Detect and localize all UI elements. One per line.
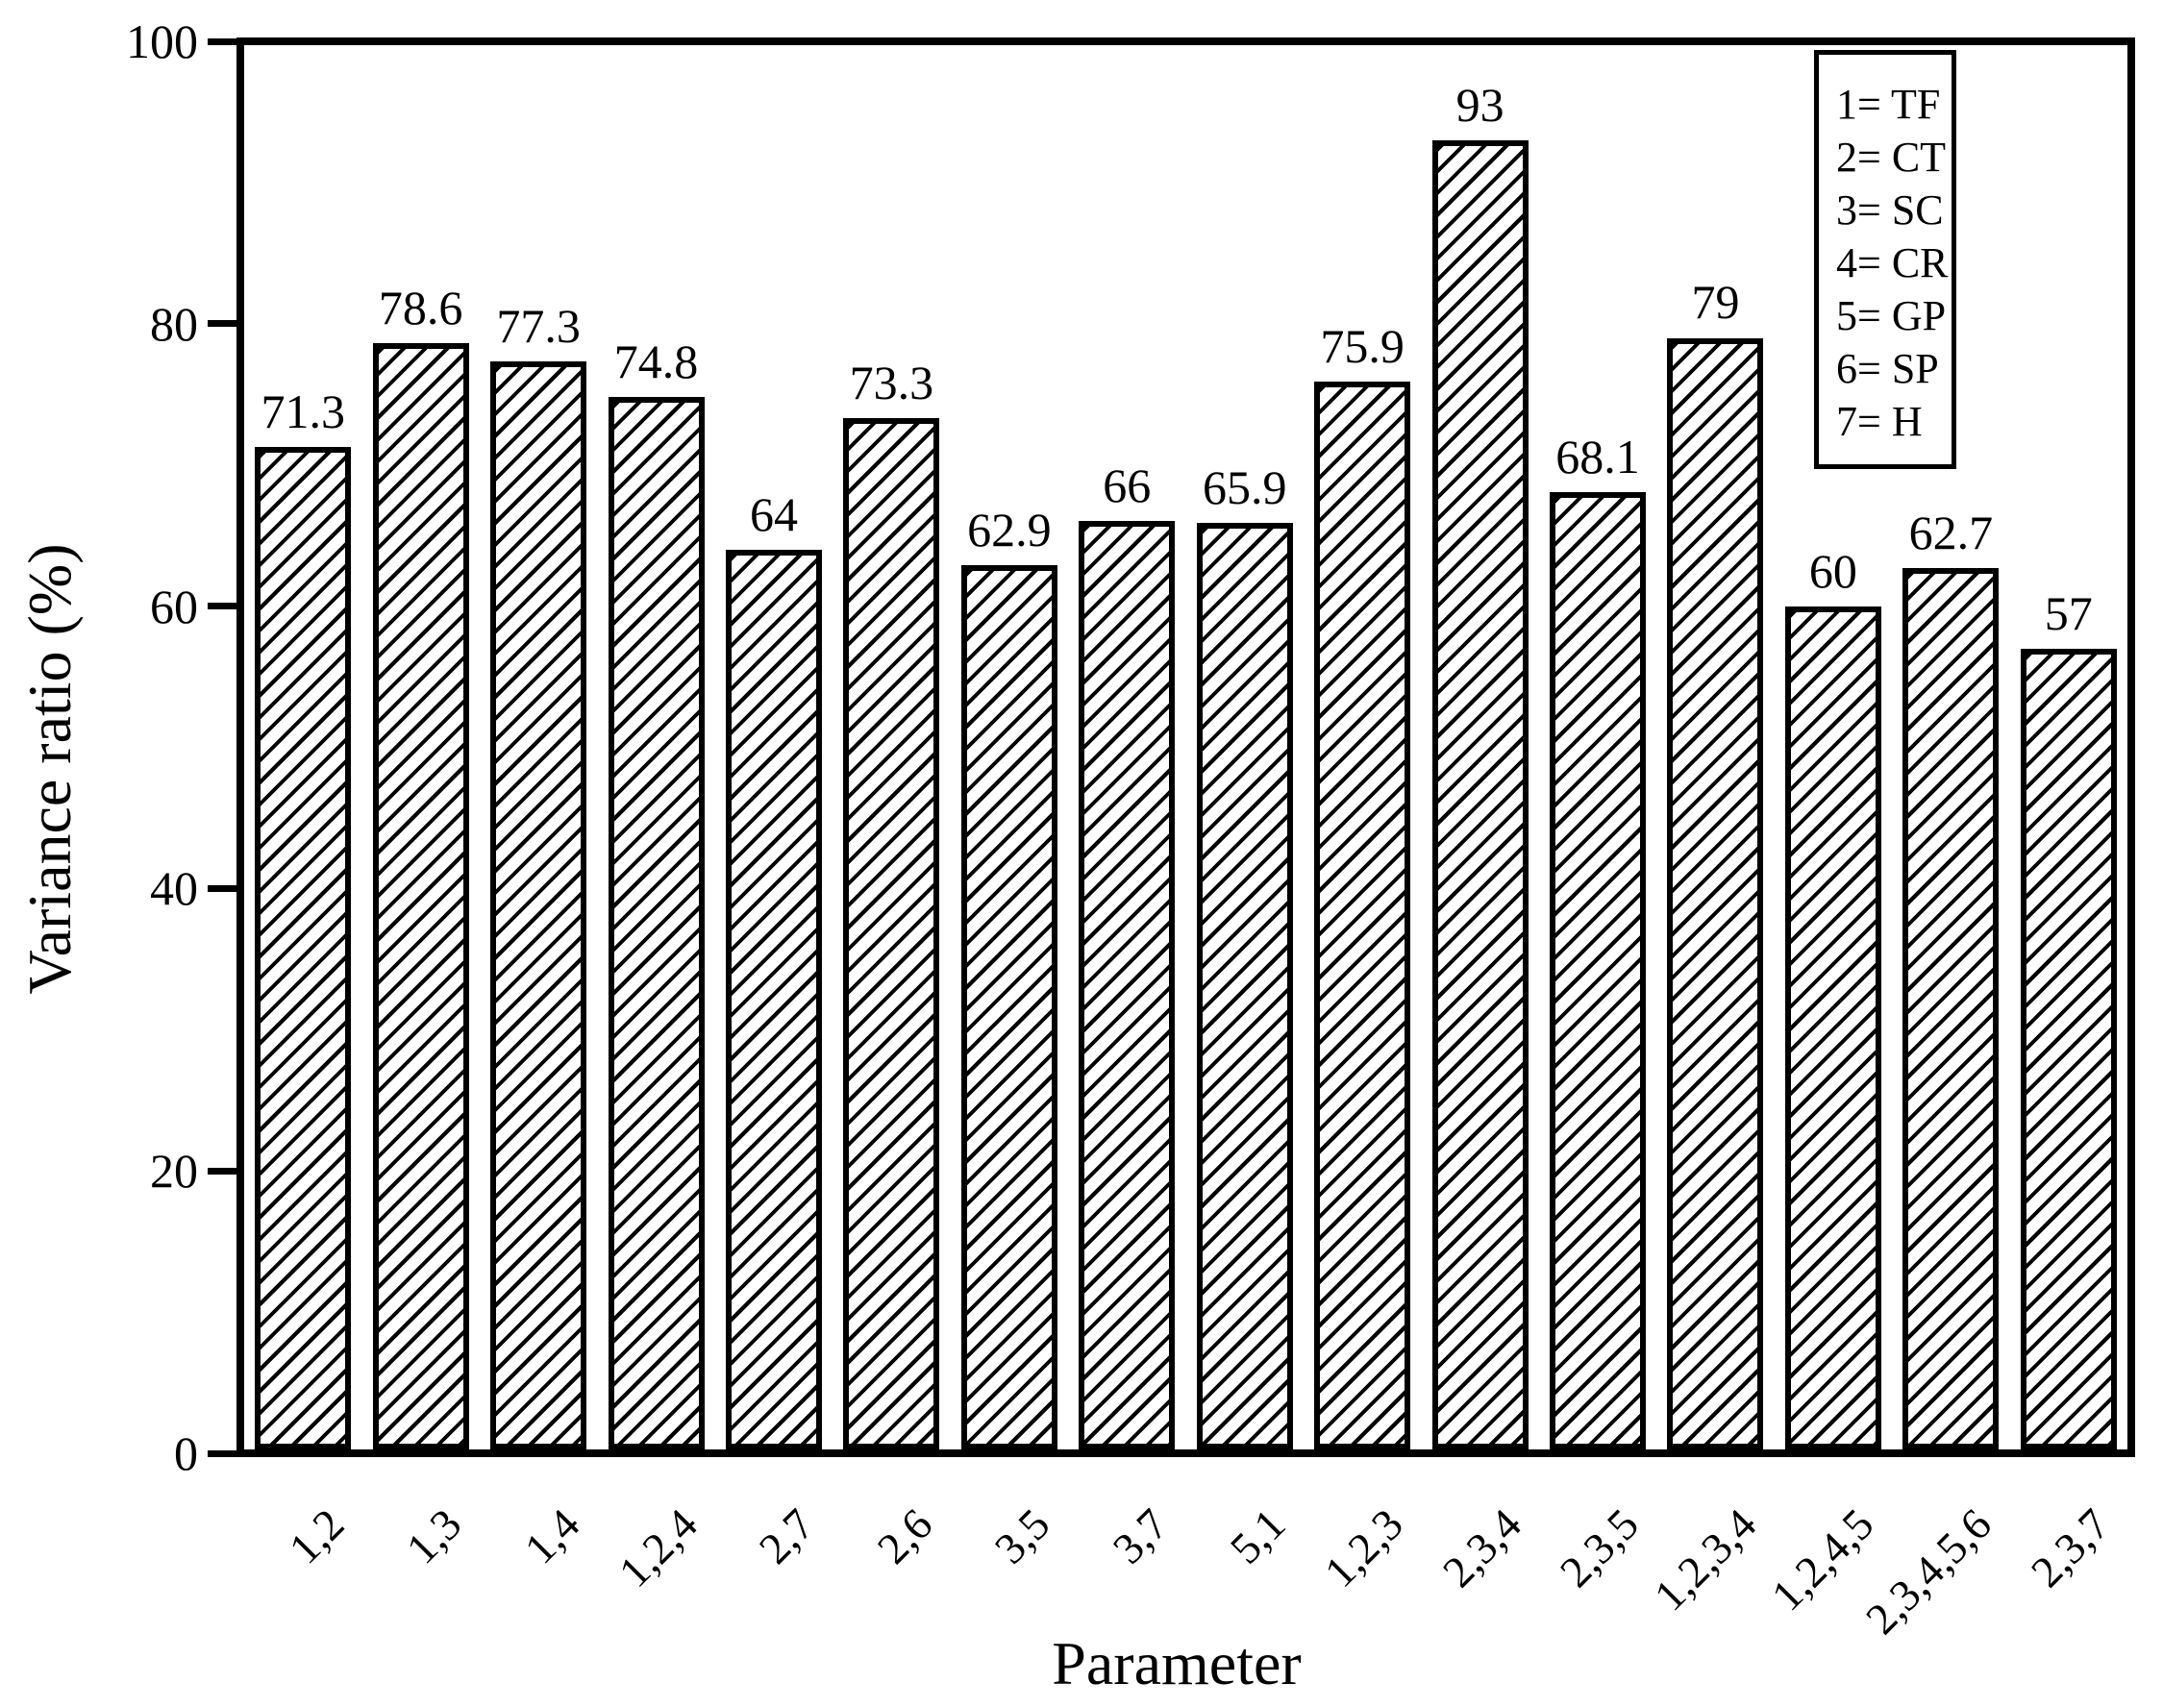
bar — [725, 549, 822, 1449]
legend-item: 5= GP — [1836, 292, 1947, 339]
bar — [1667, 337, 1764, 1449]
bar — [1431, 139, 1529, 1449]
bar-value-label: 60 — [1808, 543, 1857, 598]
x-tick-label: 1,2,3 — [1314, 1498, 1413, 1597]
bar — [843, 418, 940, 1449]
bar-value-label: 65.9 — [1202, 459, 1287, 514]
bar-value-label: 93 — [1455, 77, 1504, 132]
bar-value-label: 75.9 — [1320, 319, 1405, 374]
bar-value-label: 77.3 — [496, 299, 581, 354]
bar — [1784, 606, 1881, 1449]
y-tick — [208, 320, 244, 328]
x-tick-label: 1,2 — [279, 1498, 354, 1573]
x-tick-label: 2,3,4 — [1432, 1498, 1530, 1597]
bar — [255, 446, 352, 1449]
bar-value-label: 78.6 — [378, 281, 463, 335]
y-tick-label: 40 — [150, 861, 198, 916]
x-tick-label: 2,6 — [867, 1498, 942, 1573]
x-axis-title: Parameter — [1052, 1629, 1302, 1697]
bar-value-label: 62.7 — [1908, 505, 1994, 559]
y-tick-label: 0 — [174, 1426, 198, 1480]
y-tick-label: 20 — [150, 1144, 198, 1199]
bar-value-label: 79 — [1691, 275, 1740, 330]
x-tick-label: 2,3,4,5,6 — [1856, 1498, 2001, 1644]
bar-value-label: 64 — [749, 486, 798, 541]
bar — [960, 565, 1057, 1449]
bar — [1196, 522, 1293, 1449]
bar — [1550, 491, 1647, 1449]
bar-value-label: 66 — [1103, 458, 1152, 513]
bar — [2020, 648, 2117, 1449]
bars-layer — [244, 45, 2127, 1449]
x-tick-label: 2,7 — [750, 1498, 824, 1573]
x-tick-label: 3,5 — [985, 1498, 1059, 1573]
y-tick-label: 100 — [126, 14, 198, 68]
y-axis-title: Variance ratio (%) — [15, 543, 84, 995]
y-tick — [208, 603, 244, 610]
bar-value-label: 71.3 — [261, 384, 345, 438]
legend-item: 3= SC — [1836, 186, 1944, 234]
y-tick-label: 80 — [150, 296, 198, 351]
legend-item: 2= CT — [1836, 134, 1947, 181]
y-tick — [208, 1167, 244, 1175]
bar — [490, 361, 587, 1449]
x-tick-label: 2,3,7 — [2021, 1498, 2119, 1597]
legend: 1= TF 2= CT 3= SC 4= CR 5= GP 6= SP 7= H — [1814, 50, 1956, 469]
bar — [1079, 521, 1176, 1449]
legend-item: 7= H — [1836, 398, 1923, 445]
y-tick — [208, 884, 244, 892]
x-tick-label: 1,2,4 — [609, 1498, 707, 1597]
x-tick-label: 5,1 — [1220, 1498, 1295, 1573]
x-tick-label: 1,3 — [396, 1498, 471, 1573]
y-tick — [208, 37, 244, 45]
legend-item: 1= TF — [1836, 81, 1941, 128]
bar — [608, 397, 705, 1449]
bar-value-label: 57 — [2044, 585, 2093, 640]
y-tick — [208, 1449, 244, 1457]
bar — [1314, 382, 1411, 1449]
legend-item: 6= SP — [1836, 345, 1939, 392]
y-tick-label: 60 — [150, 579, 198, 633]
bar-value-label: 68.1 — [1555, 429, 1640, 483]
x-tick-label: 2,3,5 — [1550, 1498, 1648, 1597]
bar-value-label: 73.3 — [849, 356, 934, 410]
bar-value-label: 74.8 — [613, 334, 699, 389]
bar-value-label: 62.9 — [967, 502, 1052, 557]
x-tick-label: 1,2,3,4 — [1644, 1498, 1766, 1621]
bar — [372, 343, 469, 1449]
x-tick-label: 1,4 — [514, 1498, 589, 1573]
x-tick-label: 3,7 — [1103, 1498, 1178, 1573]
legend-item: 4= CR — [1836, 239, 1949, 286]
bar — [1902, 567, 2000, 1449]
